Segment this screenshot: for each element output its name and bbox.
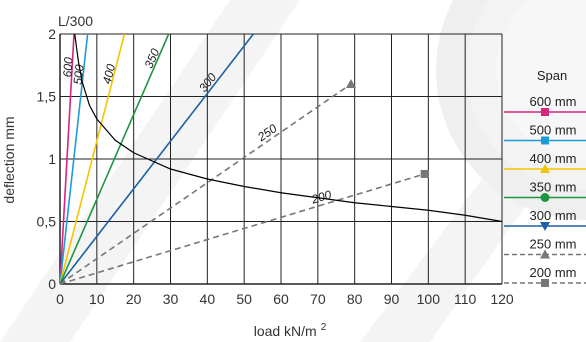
x-tick-label: 50 <box>236 291 252 307</box>
grid <box>59 33 503 285</box>
legend-label: 250 mm <box>530 237 577 252</box>
legend-marker <box>541 136 549 145</box>
axes: L/300 deflection mm load kN/m 2 0 10 20 30 40… <box>1 13 514 339</box>
x-tick-label: 90 <box>384 291 400 307</box>
series-line-label: 600 <box>60 57 75 78</box>
series-line <box>59 33 89 285</box>
limit-curve <box>74 33 503 223</box>
series-line-label: 400 <box>100 62 119 85</box>
x-tick-label: 100 <box>417 291 441 307</box>
series-end-marker <box>345 79 356 88</box>
legend-marker <box>540 193 550 202</box>
x-tick-label: 80 <box>347 291 363 307</box>
series-line <box>59 33 170 285</box>
x-axis-label-text: load kN/m <box>254 323 317 339</box>
series-line <box>59 173 425 285</box>
x-tick-label: 110 <box>454 291 477 307</box>
legend-label: 600 mm <box>530 94 577 109</box>
legend-marker <box>541 108 549 116</box>
x-tick-label: 30 <box>163 291 179 307</box>
y-tick-label: 0 <box>48 276 56 292</box>
legend-marker <box>541 279 549 287</box>
series-line <box>59 33 75 285</box>
series-line-label: 500 <box>71 64 87 86</box>
series-end-marker <box>420 170 429 178</box>
y-tick-label: 1 <box>48 151 56 167</box>
series-line <box>59 33 255 285</box>
series-line-label: 200 <box>309 187 333 207</box>
legend-marker <box>540 222 550 231</box>
x-tick-label: 60 <box>273 291 289 307</box>
chart-title: L/300 <box>58 13 93 29</box>
legend-label: 400 mm <box>530 151 577 166</box>
series-line-label: 300 <box>196 70 220 95</box>
x-axis-label: load kN/m 2 <box>254 322 327 339</box>
x-axis-label-superscript: 2 <box>321 322 327 333</box>
x-tick-label: 20 <box>126 291 142 307</box>
series-line-label: 250 <box>254 121 280 145</box>
legend-marker <box>540 164 550 173</box>
legend-label: 300 mm <box>530 208 577 223</box>
series-line-label: 350 <box>142 46 163 70</box>
legend: Span 600 mm 500 mm 400 mm 350 mm 300 mm 250 m… <box>504 68 586 287</box>
x-tick-label: 70 <box>310 291 326 307</box>
y-axis-label: deflection mm <box>1 116 17 203</box>
x-tick-label: 0 <box>56 291 64 307</box>
legend-label: 200 mm <box>530 265 577 280</box>
series-line <box>59 83 352 285</box>
y-tick-label: 2 <box>48 26 56 42</box>
legend-label: 500 mm <box>530 123 577 138</box>
y-tick-label: 0,5 <box>37 214 57 230</box>
y-tick-label: 1,5 <box>37 89 57 105</box>
legend-marker <box>540 249 550 259</box>
legend-title: Span <box>537 68 567 83</box>
x-tick-label: 40 <box>200 291 216 307</box>
series-line <box>59 33 126 285</box>
x-tick-label: 120 <box>490 291 514 307</box>
legend-label: 350 mm <box>530 180 577 195</box>
x-tick-label: 10 <box>89 291 105 307</box>
